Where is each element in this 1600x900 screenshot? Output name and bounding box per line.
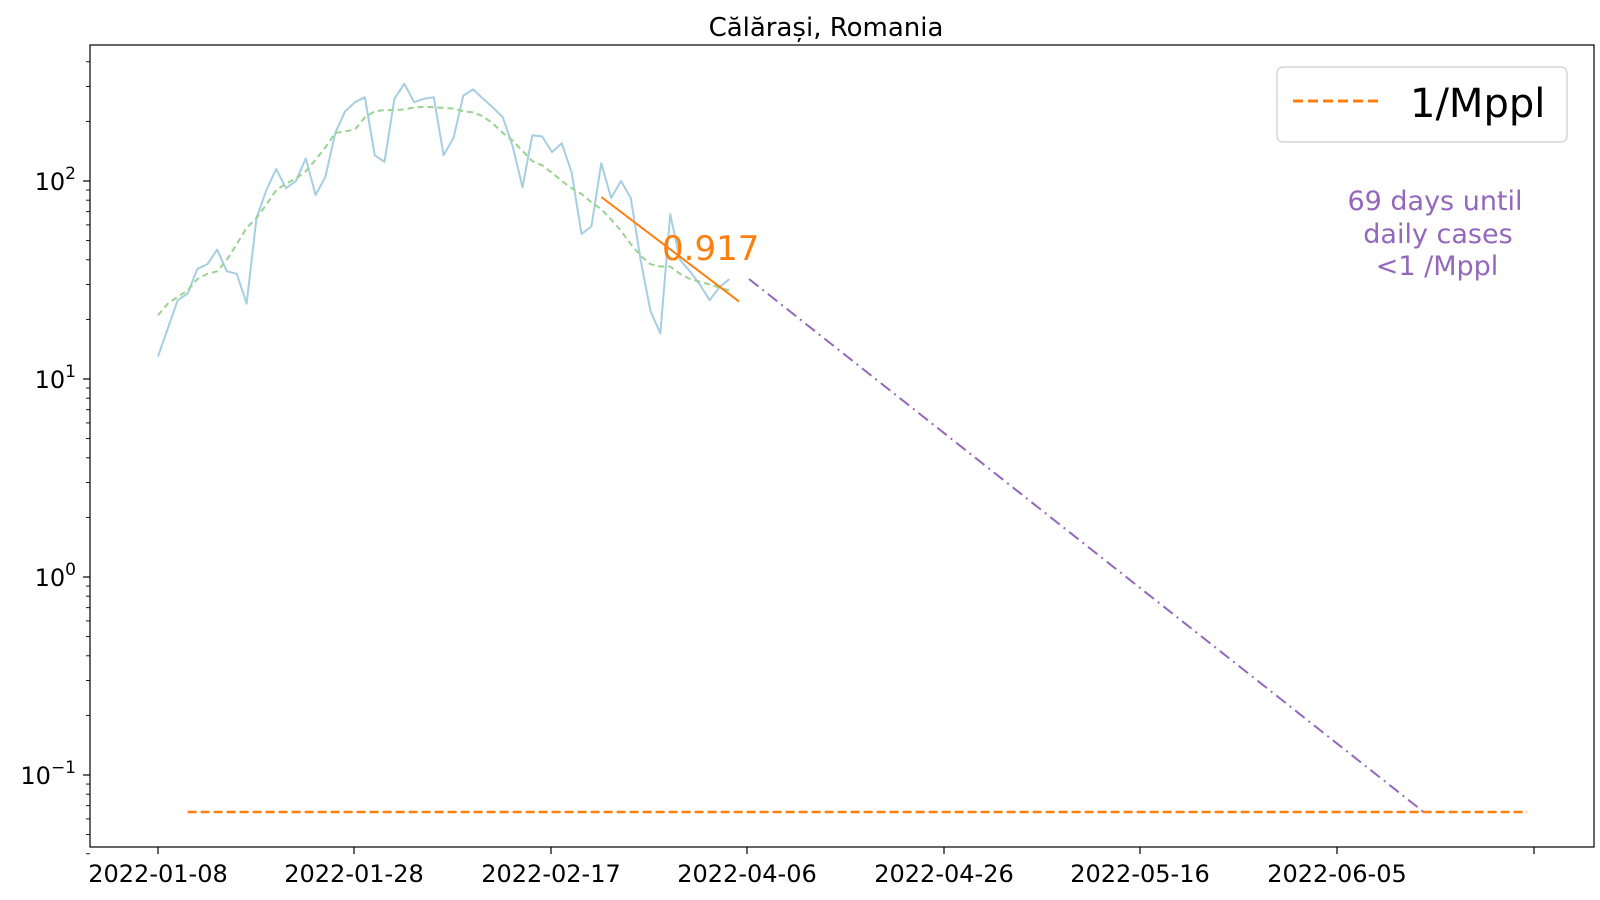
days-until-annotation: 69 days until daily cases <1 /Mppl: [1347, 186, 1522, 282]
x-tick-label: 2022-01-28: [284, 860, 423, 888]
legend: 1/Mppl: [1276, 66, 1568, 143]
legend-label-1mppl: 1/Mppl: [1410, 81, 1545, 127]
legend-box: [1276, 66, 1568, 143]
y-tick-label: 101: [35, 362, 76, 394]
plot-area: [157, 82, 1528, 814]
days-until-line-3: <1 /Mppl: [1376, 251, 1499, 282]
smoothed-average-line: [157, 105, 730, 316]
fit-trend-line: [600, 196, 740, 303]
projection-line: [748, 278, 1425, 813]
x-tick-label: 2022-04-26: [874, 860, 1013, 888]
y-tick-label: 100: [35, 560, 76, 592]
y-tick-label: 102: [35, 164, 76, 196]
plot-frame: [89, 44, 1595, 848]
y-tick-label: 10−1: [20, 758, 76, 790]
chart-title: Călărași, Romania: [709, 13, 944, 43]
x-tick-label: 2022-05-16: [1070, 860, 1209, 888]
x-tick-label: 2022-06-05: [1267, 860, 1406, 888]
days-until-line-1: 69 days until: [1347, 186, 1522, 217]
x-tick-label: 2022-04-06: [677, 860, 816, 888]
axes: 2022-01-08 2022-01-28 2022-02-17 2022-04-06…: [20, 61, 1535, 888]
days-until-line-2: daily cases: [1363, 219, 1512, 250]
x-tick-label: 2022-02-17: [481, 860, 620, 888]
slope-annotation: 0.917: [662, 229, 759, 269]
x-tick-label: 2022-01-08: [88, 860, 227, 888]
daily-cases-line: [157, 82, 730, 357]
